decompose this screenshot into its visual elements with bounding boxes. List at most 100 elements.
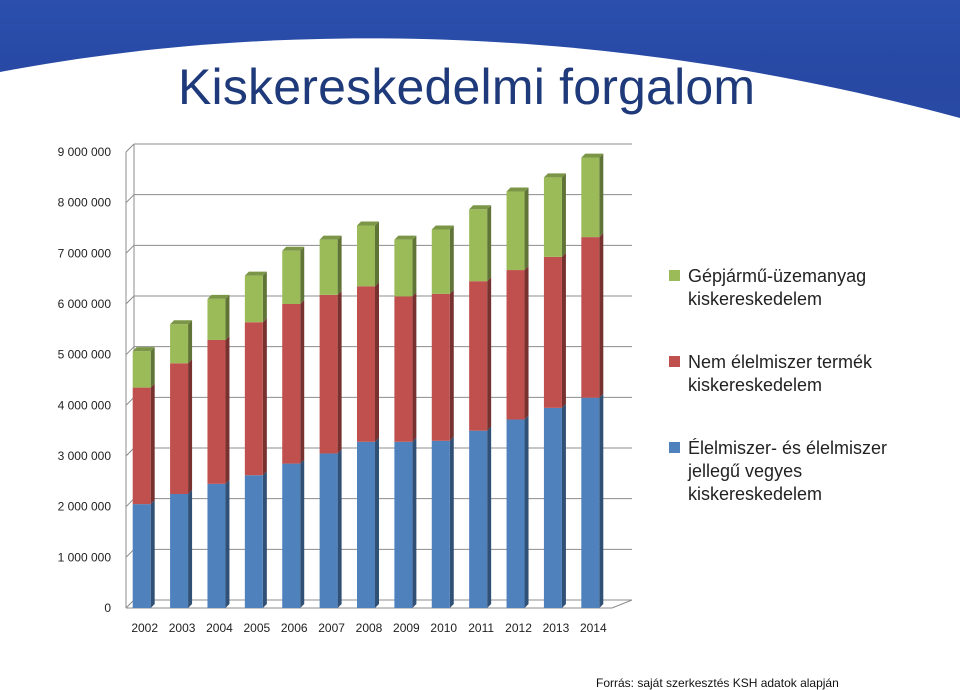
- bar-side-2005-s0: [262, 471, 267, 608]
- bar-side-2004-s0: [225, 479, 230, 608]
- bar-side-2011-s1: [487, 277, 492, 431]
- bar-top-2011: [469, 205, 492, 210]
- x-tick-label: 2003: [169, 621, 196, 635]
- y-tick-label: 5 000 000: [58, 348, 112, 362]
- bar-2004-s2: [207, 298, 226, 340]
- bar-top-2003: [170, 320, 193, 325]
- y-tick-label: 0: [104, 601, 111, 615]
- x-tick-label: 2002: [131, 621, 158, 635]
- bar-2007-s0: [319, 453, 338, 608]
- bar-top-2006: [282, 246, 305, 251]
- bar-side-2009-s2: [412, 235, 417, 297]
- bar-side-2006-s0: [300, 459, 305, 608]
- bar-side-2011-s2: [487, 205, 492, 282]
- legend-label: Gépjármű-üzemanyag: [688, 266, 866, 286]
- legend-swatch: [669, 442, 680, 453]
- bar-2006-s2: [282, 250, 301, 304]
- bar-2010-s1: [431, 293, 450, 441]
- bar-2007-s1: [319, 294, 338, 454]
- bar-top-2002: [132, 347, 155, 352]
- header-wave-shape: [0, 38, 960, 139]
- gridline-side: [125, 447, 135, 457]
- bar-side-2012-s1: [524, 266, 529, 420]
- bar-2012-s2: [506, 191, 525, 271]
- bar-2010-s2: [431, 229, 450, 294]
- x-tick-label: 2010: [430, 621, 457, 635]
- legend-label: kiskereskedelem: [688, 289, 822, 309]
- gridline-side: [125, 498, 135, 508]
- bar-side-2009-s0: [412, 437, 417, 608]
- bar-side-2008-s1: [375, 282, 379, 442]
- gridline-side: [125, 244, 135, 254]
- y-tick-label: 6 000 000: [58, 297, 112, 311]
- bar-2012-s0: [506, 419, 525, 608]
- bar-2011-s2: [469, 209, 488, 282]
- x-tick-label: 2008: [356, 621, 383, 635]
- floor-edge: [611, 599, 633, 609]
- bar-side-2014-s2: [599, 153, 604, 238]
- bar-2008-s1: [357, 286, 375, 442]
- bar-2002-s0: [132, 504, 151, 608]
- bar-2005-s0: [244, 475, 263, 608]
- bar-2003-s2: [170, 324, 189, 364]
- gridline-side: [125, 295, 135, 305]
- bar-side-2008-s0: [375, 437, 379, 608]
- y-tick-label: 1 000 000: [58, 550, 112, 564]
- bar-side-2011-s0: [487, 426, 492, 608]
- bar-2003-s1: [170, 363, 189, 494]
- bar-side-2014-s0: [599, 393, 604, 608]
- bar-2005-s1: [244, 322, 263, 476]
- bar-2009-s1: [394, 296, 413, 442]
- bar-2009-s0: [394, 441, 413, 608]
- x-tick-label: 2009: [393, 621, 420, 635]
- y-tick-label: 2 000 000: [58, 500, 112, 514]
- bar-side-2014-s1: [599, 233, 604, 398]
- y-tick-label: 8 000 000: [58, 196, 112, 210]
- bar-top-2008: [357, 221, 379, 226]
- bar-2013-s1: [543, 256, 562, 408]
- x-tick-label: 2014: [580, 621, 607, 635]
- gridline-side: [125, 548, 135, 558]
- legend-swatch: [669, 356, 680, 367]
- bar-side-2003-s0: [188, 490, 193, 608]
- x-tick-label: 2004: [206, 621, 233, 635]
- legend-swatch: [669, 270, 680, 281]
- x-tick-label: 2013: [543, 621, 570, 635]
- bar-side-2013-s0: [561, 403, 566, 608]
- bar-top-2012: [506, 187, 529, 192]
- x-tick-label: 2012: [505, 621, 532, 635]
- bar-2011-s0: [469, 430, 488, 608]
- bar-side-2007-s2: [337, 235, 342, 295]
- bar-top-2013: [543, 173, 566, 178]
- bar-2011-s1: [469, 281, 488, 431]
- bar-side-2004-s1: [225, 335, 230, 484]
- bar-top-2005: [244, 271, 267, 276]
- y-tick-label: 3 000 000: [58, 449, 112, 463]
- bar-2014-s2: [581, 157, 600, 238]
- bar-side-2013-s2: [561, 173, 566, 257]
- x-tick-label: 2005: [243, 621, 270, 635]
- bar-2006-s1: [282, 304, 301, 464]
- gridline-side: [125, 396, 135, 406]
- bar-side-2005-s1: [262, 318, 267, 476]
- legend-label: kiskereskedelem: [688, 375, 822, 395]
- bar-side-2012-s0: [524, 415, 529, 608]
- legend-label: jellegű vegyes: [687, 461, 802, 481]
- y-tick-label: 4 000 000: [58, 398, 112, 412]
- gridline-side: [125, 194, 135, 204]
- bar-2010-s0: [431, 440, 450, 608]
- legend-label: Élelmiszer- és élelmiszer: [688, 438, 887, 458]
- bar-2003-s0: [170, 494, 189, 608]
- bar-side-2013-s1: [561, 252, 566, 408]
- bar-top-2007: [319, 235, 342, 240]
- bar-2005-s2: [244, 275, 263, 323]
- bar-side-2010-s1: [449, 289, 454, 441]
- bar-top-2014: [581, 153, 604, 158]
- bar-side-2002-s0: [150, 500, 155, 608]
- bar-side-2006-s1: [300, 300, 305, 464]
- bar-top-2004: [207, 294, 230, 299]
- bar-top-2010: [431, 225, 454, 230]
- bar-side-2007-s0: [337, 449, 342, 608]
- bar-2012-s1: [506, 270, 525, 420]
- bar-side-2003-s2: [188, 320, 193, 364]
